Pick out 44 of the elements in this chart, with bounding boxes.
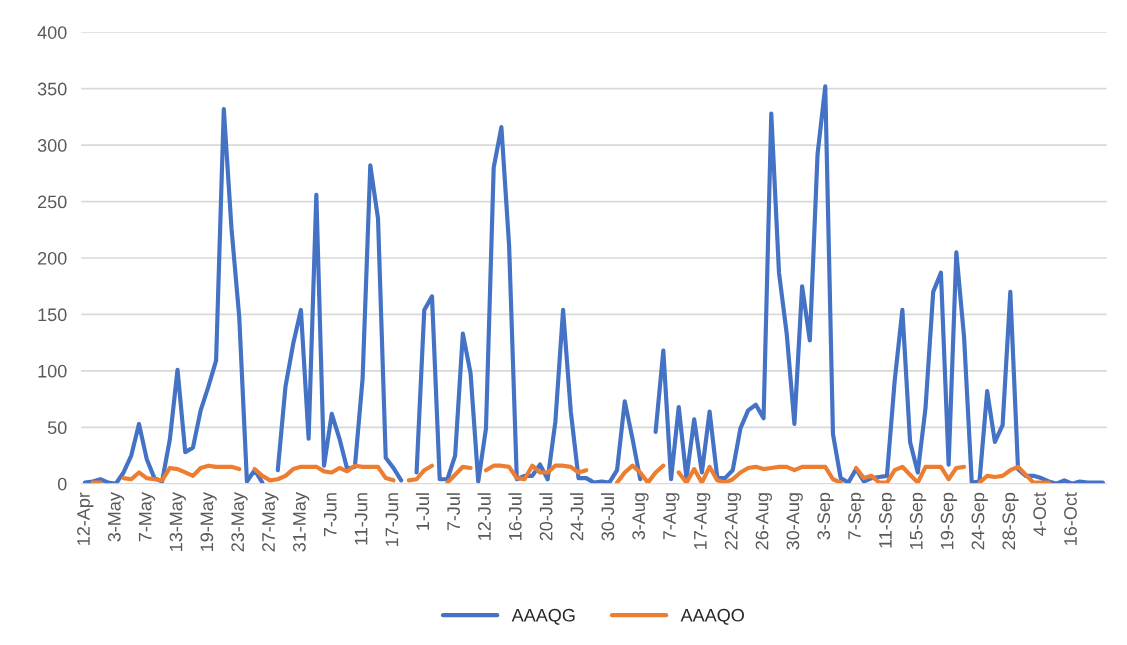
legend-label: AAAQG bbox=[511, 608, 575, 625]
x-tick-label: 15-Sep bbox=[909, 492, 927, 549]
x-tick-label: 7-Aug bbox=[663, 493, 680, 540]
x-tick-label: 7-Jun bbox=[324, 493, 337, 537]
y-tick-label: 100 bbox=[38, 364, 67, 378]
y-tick-label: 250 bbox=[38, 195, 67, 209]
x-tick-label: 28-Sep bbox=[1002, 492, 1019, 550]
x-tick-label: 1-Jul bbox=[415, 493, 430, 530]
x-tick-label: 31-May bbox=[292, 492, 310, 552]
legend-label: AAAQO bbox=[680, 608, 744, 625]
x-tick-label: 24-Jul bbox=[570, 493, 584, 541]
x-tick-label: 16-Jul bbox=[508, 493, 522, 540]
x-tick-label: 22-Aug bbox=[724, 493, 742, 550]
x-tick-label: 17-Jun bbox=[385, 493, 399, 546]
x-tick-label: 3-Aug bbox=[632, 493, 649, 540]
y-tick-label: 0 bbox=[57, 477, 67, 491]
x-tick-label: 3-May bbox=[107, 492, 125, 542]
x-tick-label: 20-Jul bbox=[539, 493, 553, 541]
x-tick-label: 19-Sep bbox=[940, 492, 958, 549]
x-tick-label: 19-May bbox=[200, 492, 217, 551]
x-tick-label: 7-Sep bbox=[848, 492, 865, 540]
y-tick-label: 50 bbox=[47, 421, 67, 435]
x-tick-label: 27-May bbox=[262, 492, 279, 552]
y-tick-label: 400 bbox=[37, 26, 67, 39]
x-tick-label: 3-Sep bbox=[817, 492, 834, 540]
y-tick-label: 300 bbox=[37, 139, 67, 152]
x-tick-label: 11-Jun bbox=[354, 493, 368, 545]
x-tick-label: 30-Jul bbox=[600, 493, 615, 541]
x-tick-label: 7-May bbox=[138, 492, 156, 542]
x-tick-label: 23-May bbox=[231, 492, 248, 552]
y-tick-label: 350 bbox=[37, 82, 67, 96]
x-tick-label: 24-Sep bbox=[971, 492, 988, 550]
x-tick-label: 4-Oct bbox=[1033, 492, 1047, 536]
x-tick-label: 12-Jul bbox=[477, 493, 491, 540]
x-tick-label: 12-Apr bbox=[77, 492, 94, 545]
y-tick-label: 200 bbox=[38, 251, 67, 265]
x-tick-label: 13-May bbox=[169, 492, 186, 551]
x-tick-label: 26-Aug bbox=[755, 493, 772, 550]
y-tick-label: 150 bbox=[38, 308, 67, 322]
x-tick-label: 16-Oct bbox=[1064, 492, 1077, 545]
x-tick-label: 7-Jul bbox=[446, 493, 460, 531]
x-tick-label: 17-Aug bbox=[694, 493, 711, 549]
x-tick-label: 11-Sep bbox=[879, 492, 896, 548]
x-tick-label: 30-Aug bbox=[786, 493, 803, 550]
